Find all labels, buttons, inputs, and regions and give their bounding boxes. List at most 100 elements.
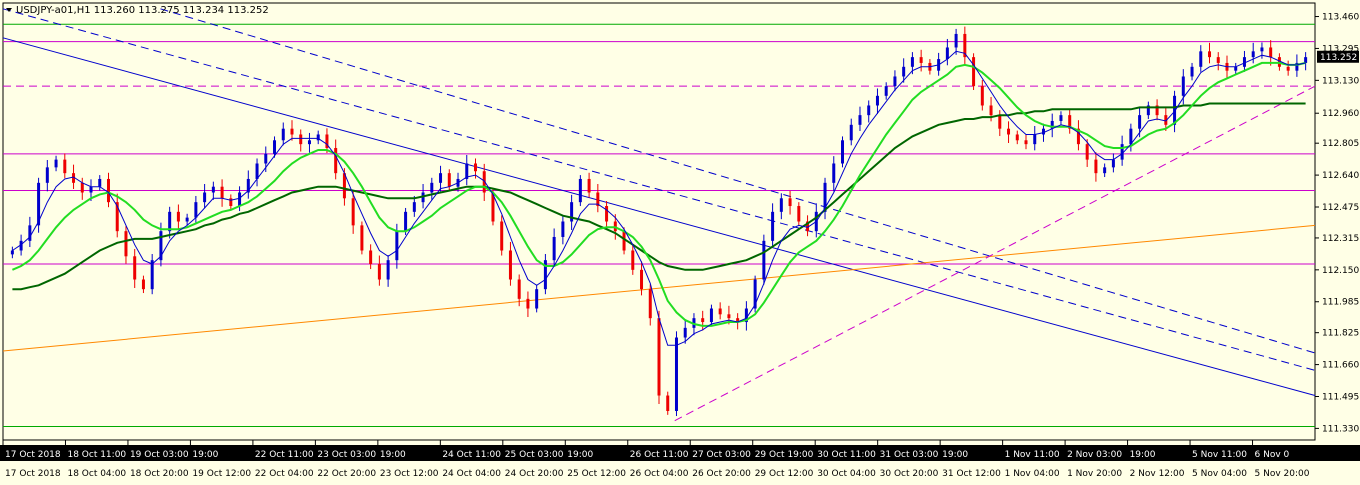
candle-body xyxy=(1007,128,1011,135)
candle-body xyxy=(412,202,416,212)
candle-body xyxy=(1033,134,1037,145)
candle-body xyxy=(316,134,320,141)
x-tick-top-label: 23 Oct 03:00 xyxy=(317,450,376,460)
candle-body xyxy=(28,225,32,241)
candle-body xyxy=(648,289,652,319)
candle-body xyxy=(19,240,23,251)
candle-body xyxy=(115,202,119,232)
candle-body xyxy=(255,163,259,179)
candle-body xyxy=(1251,51,1255,58)
candle-body xyxy=(823,182,827,212)
candle-body xyxy=(762,240,766,280)
candle-body xyxy=(1155,105,1159,116)
candle-body xyxy=(806,221,810,232)
time-axis-band xyxy=(0,445,1360,461)
candle-body xyxy=(1304,57,1308,63)
candle-body xyxy=(893,76,897,87)
candle-body xyxy=(1129,128,1133,145)
trend-line xyxy=(2,224,1316,352)
candle-body xyxy=(238,192,242,207)
candle-body xyxy=(552,236,556,261)
x-tick-top-label: 29 Oct 19:00 xyxy=(755,450,814,460)
candle-body xyxy=(1269,47,1273,58)
candle-body xyxy=(875,95,879,106)
candle-body xyxy=(954,33,958,48)
candle-body xyxy=(1138,115,1142,129)
trend-line xyxy=(2,37,1316,397)
x-tick-top-label: 17 Oct 2018 xyxy=(5,450,61,460)
candle-body xyxy=(1103,167,1107,174)
candle-body xyxy=(1059,115,1063,121)
candle-body xyxy=(1208,51,1212,58)
candle-body xyxy=(473,163,477,172)
candle-body xyxy=(596,192,600,207)
candle-body xyxy=(10,250,14,255)
candles xyxy=(10,26,1308,417)
x-tick-top-label: 22 Oct 11:00 xyxy=(255,450,314,460)
candle-body xyxy=(1094,159,1098,174)
candle-body xyxy=(1111,159,1115,168)
candle-body xyxy=(1181,76,1185,96)
candle-body xyxy=(998,115,1002,129)
candle-body xyxy=(369,250,373,265)
candle-body xyxy=(98,178,102,187)
candle-body xyxy=(491,192,495,222)
fast-moving-average xyxy=(12,50,1306,346)
x-tick-bottom-label: 1 Nov 20:00 xyxy=(1067,469,1122,479)
current-price-box xyxy=(1317,50,1359,63)
candle-body xyxy=(858,115,862,125)
x-tick-bottom-label: 29 Oct 12:00 xyxy=(755,469,814,479)
medium-moving-average xyxy=(11,61,1306,327)
candle-body xyxy=(919,57,923,63)
candle-body xyxy=(141,279,145,290)
candle-body xyxy=(1173,95,1177,125)
candle-body xyxy=(1242,57,1246,67)
candle-body xyxy=(587,178,591,193)
x-tick-bottom-label: 1 Nov 04:00 xyxy=(1005,469,1060,479)
candle-body xyxy=(867,105,871,116)
candle-body xyxy=(1076,128,1080,145)
candle-body xyxy=(465,163,469,179)
candle-body xyxy=(439,173,443,183)
candle-body xyxy=(989,105,993,116)
candle-body xyxy=(45,167,49,183)
candle-body xyxy=(753,279,757,309)
candle-body xyxy=(570,202,574,222)
candle-body xyxy=(1041,128,1045,135)
x-tick-top-label: 25 Oct 03:00 xyxy=(505,450,564,460)
candle-body xyxy=(622,231,626,251)
y-tick-label: 112.805 xyxy=(1322,139,1359,149)
candle-body xyxy=(150,260,154,290)
candle-body xyxy=(351,198,355,226)
candle-body xyxy=(744,308,748,323)
candle-body xyxy=(779,198,783,212)
candle-body xyxy=(910,57,914,67)
candle-body xyxy=(500,221,504,251)
candle-body xyxy=(360,225,364,251)
candle-body xyxy=(797,206,801,222)
candle-body xyxy=(508,250,512,280)
x-tick-bottom-label: 26 Oct 20:00 xyxy=(692,469,751,479)
x-tick-top-label: 18 Oct 11:00 xyxy=(67,450,126,460)
candle-body xyxy=(1024,140,1028,145)
y-tick-label: 111.660 xyxy=(1322,361,1359,371)
y-tick-label: 112.960 xyxy=(1322,109,1359,119)
candle-body xyxy=(37,182,41,226)
candle-body xyxy=(281,128,285,141)
x-tick-top-label: 2 Nov 03:00 xyxy=(1067,450,1122,460)
candle-body xyxy=(299,134,303,145)
y-tick-label: 111.330 xyxy=(1322,424,1359,434)
candle-body xyxy=(1260,47,1264,52)
candle-body xyxy=(54,159,58,168)
candle-body xyxy=(832,163,836,183)
x-tick-bottom-label: 31 Oct 12:00 xyxy=(942,469,1001,479)
candle-body xyxy=(1286,66,1290,71)
candle-body xyxy=(1050,120,1054,129)
y-tick-label: 112.640 xyxy=(1322,171,1359,181)
chart-title: USDJPY-a01,H1 113.260 113.275 113.234 11… xyxy=(16,5,269,16)
candle-body xyxy=(674,337,678,411)
candle-body xyxy=(377,264,381,280)
candle-body xyxy=(404,211,408,232)
